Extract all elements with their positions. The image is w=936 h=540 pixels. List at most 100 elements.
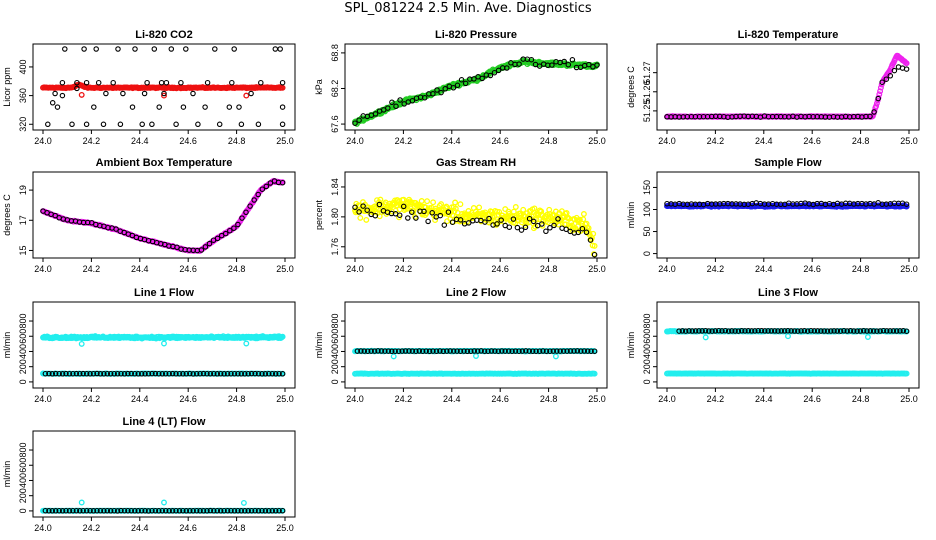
data-point (173, 371, 179, 377)
data-point (549, 62, 555, 68)
data-point (269, 508, 276, 514)
data-point (877, 84, 884, 91)
data-point (66, 508, 73, 514)
data-point (361, 348, 368, 354)
data-point (45, 121, 51, 128)
data-point (202, 244, 209, 250)
data-point (358, 348, 364, 354)
chart-temp: Li-820 Temperature degrees C 24.0 24.2 24.4 2… (626, 29, 920, 146)
data-point (277, 46, 283, 52)
plot-frame (656, 301, 920, 389)
data-point (114, 508, 121, 514)
data-point (107, 370, 114, 377)
x-tick-label: 24.4 (131, 264, 149, 274)
data-point (211, 508, 217, 514)
data-point (808, 327, 814, 334)
y-tick-label: 200 (642, 359, 652, 374)
x-tick-label: 24.0 (658, 264, 676, 274)
data-point (465, 220, 472, 226)
data-point (144, 79, 150, 86)
data-point (834, 328, 841, 334)
data-point (128, 507, 135, 514)
data-point (139, 121, 145, 128)
data-point (70, 370, 76, 377)
x-tick-label: 24.6 (179, 264, 197, 274)
data-point (382, 348, 388, 354)
data-point (152, 507, 159, 514)
data-point (145, 508, 152, 514)
data-point (516, 348, 522, 354)
x-tick-label: 24.2 (83, 264, 101, 274)
data-point (430, 199, 437, 206)
data-point (574, 348, 581, 354)
data-point (874, 328, 880, 334)
y-tick-label: 50 (642, 227, 652, 237)
plot-frame (32, 171, 296, 259)
data-point (94, 507, 100, 514)
data-point (216, 121, 223, 128)
data-point (449, 219, 456, 225)
x-tick-label: 24.4 (755, 136, 773, 146)
x-tick-label: 24.6 (803, 394, 821, 404)
y-tick-label: 68.8 (330, 44, 340, 62)
data-point (142, 371, 148, 377)
y-tick-label: 600 (18, 458, 28, 473)
chart-title: Line 2 Flow (446, 287, 506, 299)
data-point (495, 348, 502, 354)
data-point (591, 370, 598, 377)
data-point (83, 121, 90, 128)
data-point (377, 196, 384, 203)
data-point (356, 209, 362, 215)
series-individual-low (664, 370, 910, 377)
y-tick-label: 400 (642, 344, 652, 359)
data-point (591, 242, 598, 249)
y-tick-label: 1.84 (330, 178, 340, 196)
data-point (151, 46, 158, 52)
data-point (197, 508, 203, 514)
data-point (871, 109, 877, 115)
data-point (90, 370, 97, 377)
data-point (46, 508, 52, 514)
series-average (664, 200, 910, 208)
data-point (104, 370, 111, 377)
data-point (867, 113, 873, 120)
data-point (266, 508, 272, 514)
data-point (259, 371, 265, 377)
y-tick-label: 0 (642, 379, 652, 384)
y-axis-label: Licor ppm (2, 67, 12, 107)
data-point (121, 371, 128, 377)
data-point (227, 227, 233, 234)
data-point (206, 240, 213, 247)
data-point (561, 58, 567, 65)
data-point (59, 371, 66, 377)
x-tick-label: 24.8 (540, 264, 558, 274)
data-point (103, 90, 109, 97)
data-point (178, 79, 184, 86)
data-point (444, 348, 450, 354)
data-point (686, 328, 692, 334)
data-point (195, 121, 201, 128)
y-tick-label: 320 (18, 117, 28, 132)
data-point (702, 334, 709, 341)
data-point (276, 507, 282, 514)
data-point (571, 348, 577, 354)
data-point (52, 212, 58, 219)
data-point (259, 186, 266, 192)
y-tick-label: 800 (18, 314, 28, 329)
data-point (376, 201, 383, 208)
data-point (755, 327, 761, 334)
data-point (100, 121, 107, 128)
data-point (543, 228, 549, 235)
data-point (63, 370, 69, 377)
x-tick-label: 24.4 (131, 523, 149, 533)
data-point (118, 507, 124, 514)
data-point (864, 328, 870, 334)
series-average (45, 46, 286, 128)
data-point (371, 348, 378, 354)
y-tick-label: 800 (330, 314, 340, 329)
y-axis-label: degrees C (626, 66, 636, 108)
data-point (854, 328, 860, 334)
data-point (224, 507, 231, 514)
series-average (40, 178, 286, 254)
data-point (111, 507, 117, 514)
